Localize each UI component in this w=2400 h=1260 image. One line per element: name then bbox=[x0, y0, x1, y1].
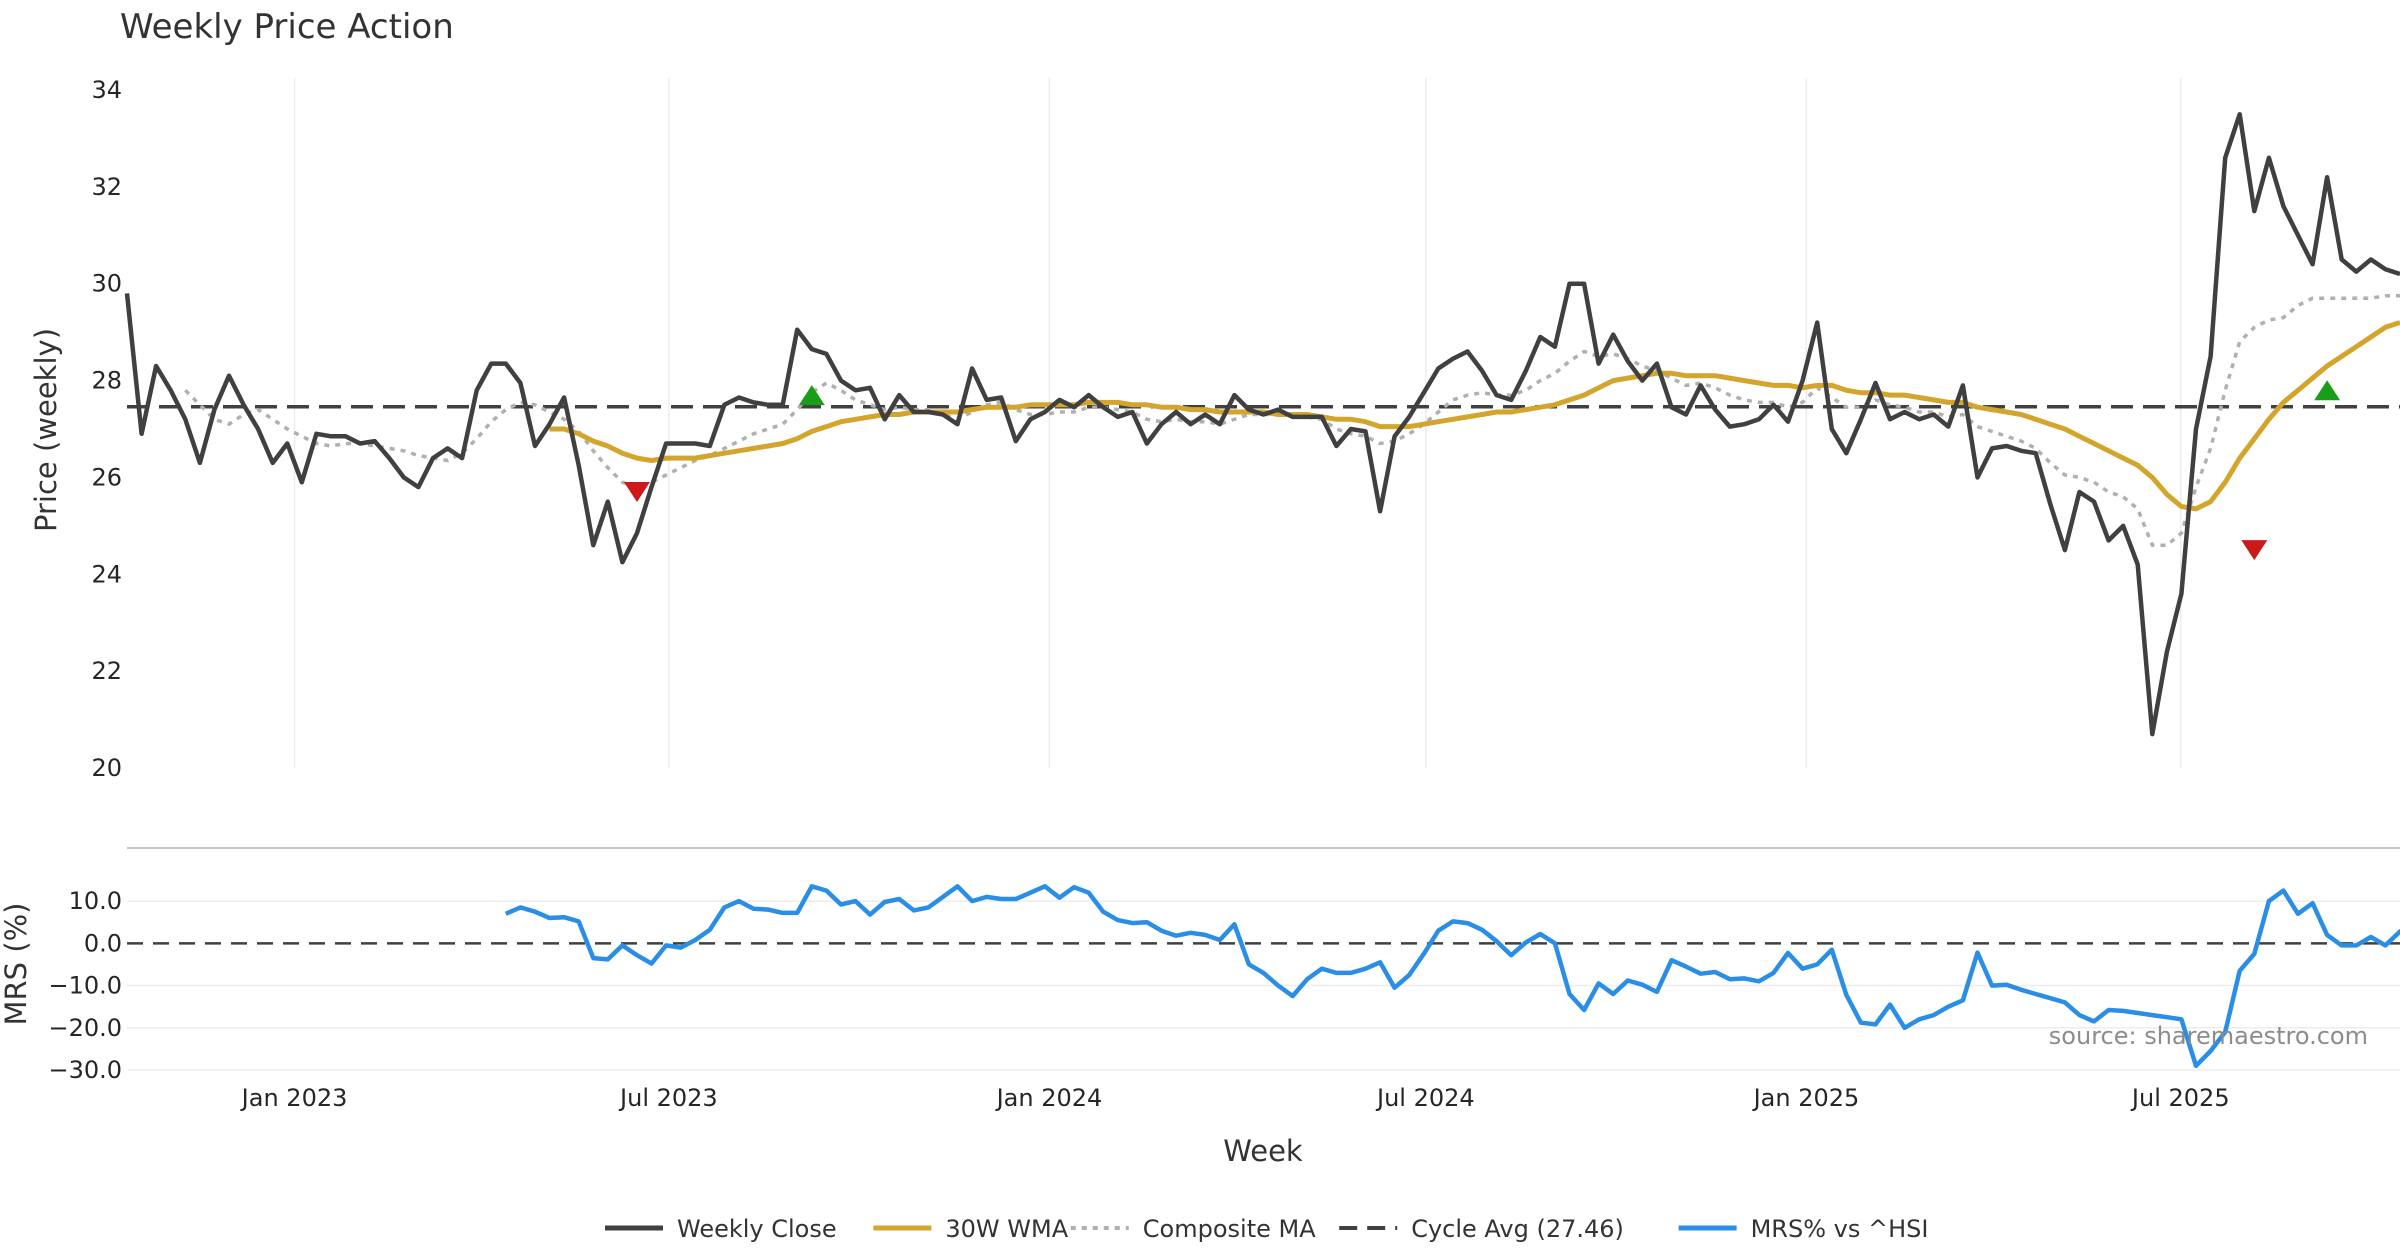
mrs-y-tick-labels: −30.0 −20.0 −10.0 0.0 10.0 bbox=[48, 887, 122, 1084]
series-line-30w-wma bbox=[549, 320, 2400, 512]
mrs-plot-area bbox=[127, 884, 2400, 1069]
price-ytick-26: 26 bbox=[91, 463, 122, 491]
x-tick-jul-2023: Jul 2023 bbox=[618, 1084, 718, 1112]
price-ytick-28: 28 bbox=[91, 367, 122, 395]
series-line-composite-ma bbox=[184, 294, 2400, 547]
price-plot-area bbox=[124, 111, 2400, 737]
chart-title: Weekly Price Action bbox=[120, 7, 454, 47]
price-ytick-34: 34 bbox=[91, 76, 122, 104]
legend-label-mrs-vs-hsi: MRS% vs ^HSI bbox=[1751, 1215, 1929, 1243]
legend-item-30w-wma: 30W WMA bbox=[873, 1215, 1069, 1243]
x-tick-labels: Jan 2023 Jul 2023 Jan 2024 Jul 2024 Jan 2025… bbox=[240, 1084, 2230, 1112]
price-y-tick-labels: 20 22 24 26 28 30 32 34 bbox=[91, 76, 122, 782]
legend-item-mrs-vs-hsi: MRS% vs ^HSI bbox=[1678, 1215, 1929, 1243]
legend-label-30w-wma: 30W WMA bbox=[945, 1215, 1068, 1243]
mrs-gridlines bbox=[127, 900, 2400, 1071]
price-ytick-20: 20 bbox=[91, 754, 122, 782]
price-ytick-24: 24 bbox=[91, 560, 122, 588]
buy-signal-marker-4 bbox=[2314, 380, 2341, 401]
x-tick-jul-2025: Jul 2025 bbox=[2130, 1084, 2230, 1112]
price-y-axis-label: Price (weekly) bbox=[29, 328, 63, 532]
source-credit: source: sharemaestro.com bbox=[2049, 1022, 2368, 1050]
series-line-weekly-close bbox=[124, 111, 2400, 737]
legend-label-weekly-close: Weekly Close bbox=[677, 1215, 837, 1243]
x-tick-jan-2024: Jan 2024 bbox=[995, 1084, 1103, 1112]
mrs-ytick-3: 0.0 bbox=[84, 929, 122, 957]
x-axis-label: Week bbox=[1223, 1134, 1303, 1168]
mrs-ytick-0: −30.0 bbox=[48, 1056, 122, 1084]
x-tick-jan-2023: Jan 2023 bbox=[240, 1084, 348, 1112]
mrs-y-axis-label: MRS (%) bbox=[0, 903, 33, 1026]
series-line-mrs-vs-hsi bbox=[504, 884, 2400, 1069]
mrs-ytick-4: 10.0 bbox=[69, 887, 122, 915]
price-ytick-22: 22 bbox=[91, 657, 122, 685]
legend-item-composite-ma: Composite MA bbox=[1070, 1215, 1316, 1243]
price-gridlines bbox=[293, 78, 2182, 768]
sell-signal-marker-3 bbox=[2241, 540, 2268, 561]
legend-label-cycle-avg-27-46: Cycle Avg (27.46) bbox=[1411, 1215, 1624, 1243]
mrs-ytick-2: −10.0 bbox=[48, 972, 122, 1000]
legend-label-composite-ma: Composite MA bbox=[1143, 1215, 1316, 1243]
legend-item-cycle-avg-27-46: Cycle Avg (27.46) bbox=[1339, 1215, 1624, 1243]
x-tick-jan-2025: Jan 2025 bbox=[1752, 1084, 1860, 1112]
price-ytick-32: 32 bbox=[91, 173, 122, 201]
price-ytick-30: 30 bbox=[91, 270, 122, 298]
mrs-ytick-1: −20.0 bbox=[48, 1014, 122, 1042]
buy-signal-marker-2 bbox=[798, 385, 825, 406]
sell-signal-marker-1 bbox=[623, 481, 650, 502]
legend-item-weekly-close: Weekly Close bbox=[605, 1215, 837, 1243]
x-tick-jul-2024: Jul 2024 bbox=[1375, 1084, 1475, 1112]
legend: Weekly Close 30W WMA Composite MA Cycle Avg… bbox=[605, 1215, 1928, 1243]
